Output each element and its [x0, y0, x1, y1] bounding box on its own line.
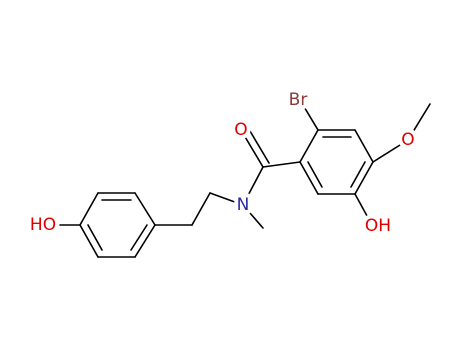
bond: [299, 129, 319, 163]
aromatic-bond: [130, 224, 148, 251]
atom-label: OH: [365, 216, 391, 236]
bond: [262, 161, 301, 168]
bond: [299, 99, 319, 131]
bonds: [59, 99, 431, 258]
bond: [134, 224, 156, 258]
bond: [372, 139, 409, 163]
atom-label: HO: [30, 215, 56, 235]
bond: [191, 192, 211, 226]
atom-label: Br: [289, 90, 308, 110]
bond: [209, 192, 244, 206]
atom-label: O: [234, 120, 247, 140]
atom-label: O: [401, 130, 414, 150]
bond: [354, 161, 374, 195]
atom-label: N: [237, 195, 250, 215]
bond: [407, 103, 431, 141]
bond: [354, 193, 373, 226]
aromatic-bond: [87, 224, 103, 251]
double-bond: [246, 125, 270, 164]
aromatic-bond: [307, 161, 323, 188]
bond: [79, 224, 99, 258]
bond: [79, 192, 99, 226]
bond: [299, 161, 319, 195]
bond: [242, 204, 264, 229]
double-bond: [240, 129, 264, 168]
bond: [134, 192, 156, 226]
bond: [354, 129, 374, 163]
atom-labels: Br O O OH N HO: [26, 86, 419, 240]
aromatic-bond: [350, 161, 366, 188]
bond: [242, 166, 264, 206]
